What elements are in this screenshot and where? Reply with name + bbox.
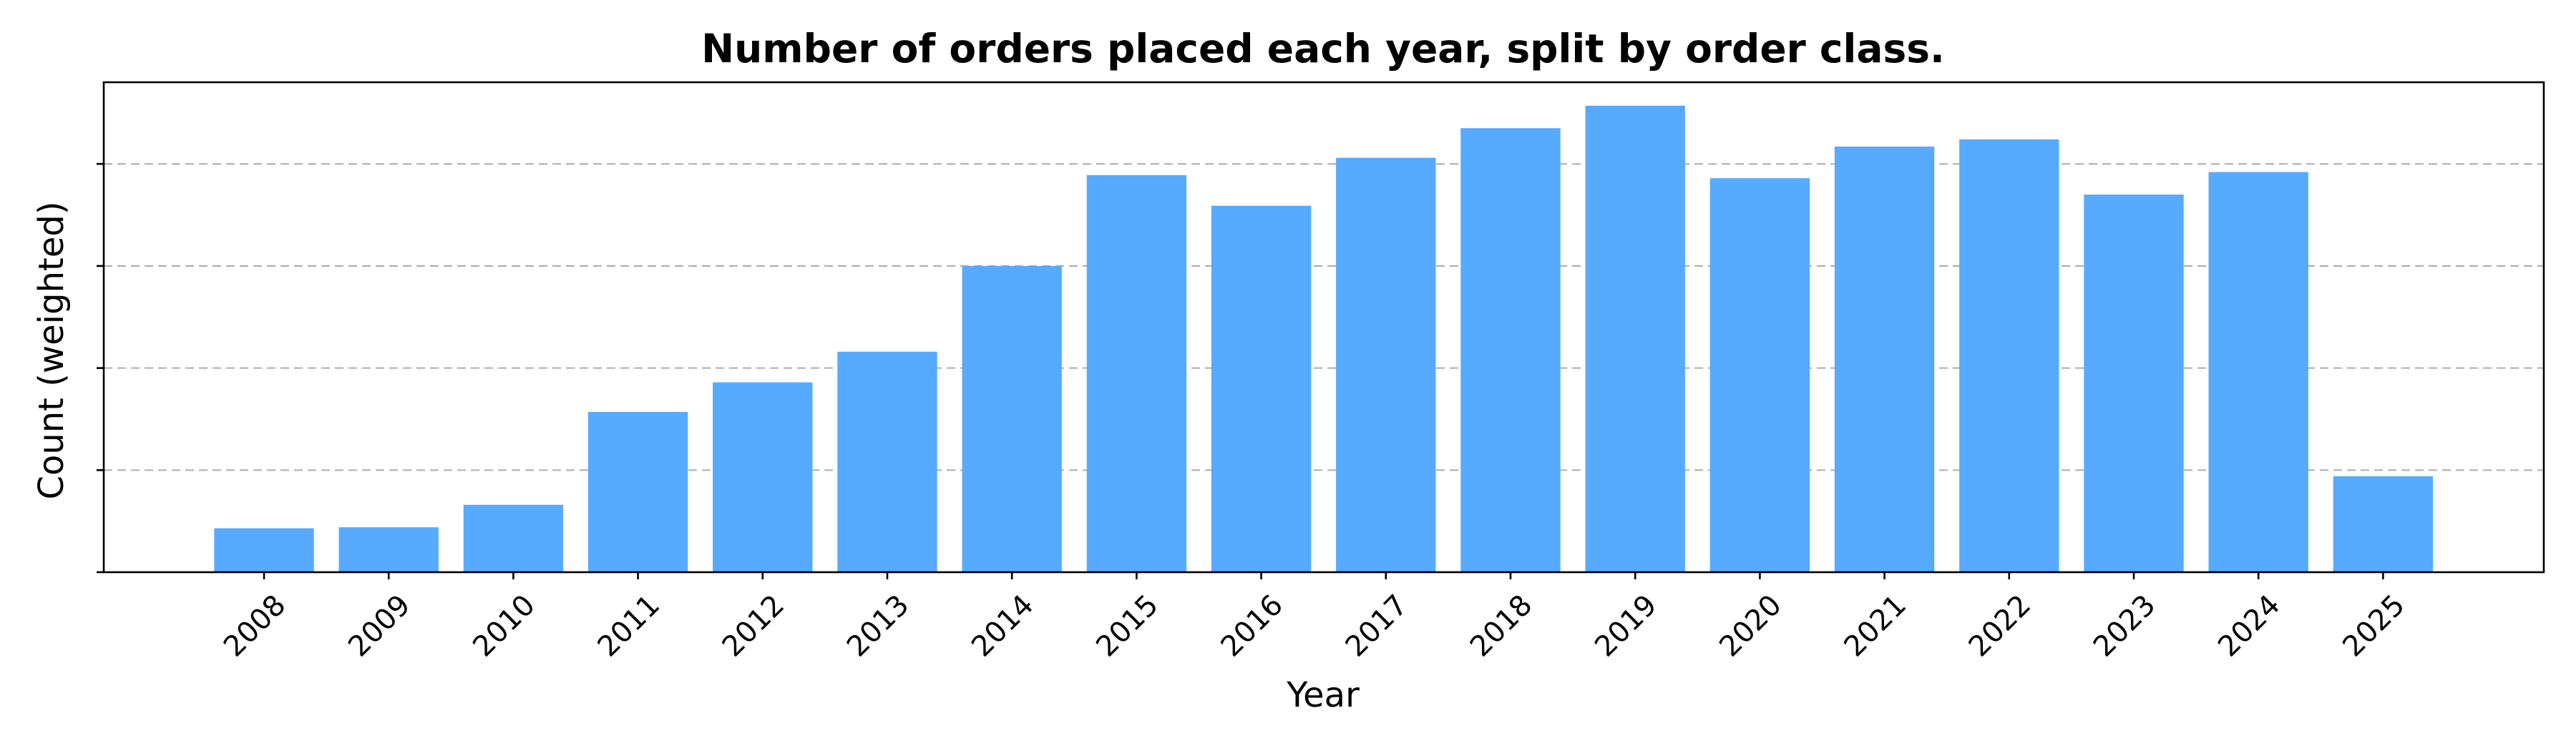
bar-2023	[2084, 194, 2184, 573]
bar-2010	[463, 504, 564, 572]
bar-2013	[837, 351, 937, 572]
bar-2020	[1709, 178, 1810, 573]
x-tick-label-2017: 2017	[1340, 589, 1415, 664]
bar-2016	[1211, 205, 1312, 572]
bar-2022	[1959, 139, 2059, 572]
x-tick-label-2023: 2023	[2087, 589, 2162, 664]
x-tick-label-2025: 2025	[2336, 589, 2411, 664]
x-tick-label-2011: 2011	[592, 589, 667, 664]
x-tick-label-2010: 2010	[467, 589, 542, 664]
bar-2014	[962, 265, 1062, 572]
x-tick-label-2021: 2021	[1838, 589, 1913, 664]
x-tick-label-2022: 2022	[1963, 589, 2038, 664]
x-tick-label-2009: 2009	[342, 589, 417, 664]
bar-2025	[2333, 476, 2434, 572]
x-tick-label-2024: 2024	[2212, 589, 2287, 664]
bar-2018	[1460, 128, 1561, 572]
bar-2015	[1086, 175, 1187, 573]
bar-2017	[1336, 157, 1436, 572]
x-axis-ticks: 2008 2009 2010 2011 2012 2013 2014 2015 2016 2017…	[218, 572, 2411, 663]
plot-area-frame	[102, 81, 2545, 574]
x-tick-label-2008: 2008	[218, 589, 293, 664]
bars	[214, 105, 2434, 573]
chart-title: Number of orders placed each year, split…	[701, 26, 1945, 72]
x-tick-label-2014: 2014	[965, 589, 1040, 664]
bar-2009	[338, 527, 439, 572]
x-tick-label-2013: 2013	[841, 589, 916, 664]
x-tick-label-2016: 2016	[1215, 589, 1290, 664]
x-tick-label-2012: 2012	[716, 589, 791, 664]
bar-2019	[1585, 105, 1685, 572]
x-tick-label-2018: 2018	[1464, 589, 1539, 664]
y-axis-label: Count (weighted)	[31, 201, 72, 499]
y-axis-ticks	[97, 162, 104, 574]
x-axis-label: Year	[1286, 675, 1360, 715]
bar-2011	[587, 411, 688, 572]
bar-2021	[1834, 146, 1935, 572]
bar-2012	[713, 382, 813, 572]
bar-2024	[2208, 172, 2308, 573]
x-tick-label-2019: 2019	[1589, 589, 1664, 664]
x-tick-label-2015: 2015	[1090, 589, 1165, 664]
bar-2008	[214, 528, 314, 572]
x-tick-label-2020: 2020	[1713, 589, 1788, 664]
